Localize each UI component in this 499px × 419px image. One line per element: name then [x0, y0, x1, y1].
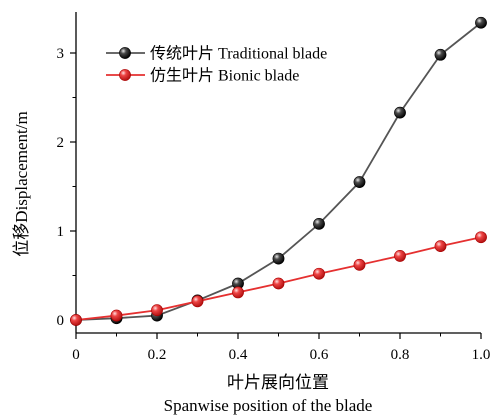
data-point [353, 258, 366, 271]
data-point [272, 252, 285, 265]
data-point [151, 304, 163, 317]
data-point [434, 48, 447, 61]
data-point [313, 267, 325, 280]
legend-marker [119, 69, 131, 81]
data-point [110, 309, 123, 322]
y-tick-label: 3 [57, 46, 65, 62]
legend-label: 传统叶片 Traditional blade [150, 45, 327, 63]
x-tick-label: 0 [72, 347, 80, 363]
x-tick-label: 0.4 [229, 347, 248, 363]
legend-label: 仿生叶片 Bionic blade [150, 67, 299, 85]
legend-item: 传统叶片 Traditional blade [106, 45, 327, 63]
legend: 传统叶片 Traditional blade 仿生叶片 Bionic blade [106, 45, 327, 85]
y-axis-label: 位移Displacement/m [12, 111, 31, 256]
x-tick-label: 0.8 [391, 347, 410, 363]
x-tick-label: 1.0 [472, 347, 491, 363]
x-axis-label-english: Spanwise position of the blade [164, 396, 373, 415]
y-tick-label: 1 [57, 224, 65, 240]
data-point [434, 240, 447, 253]
data-point [353, 176, 366, 188]
legend-item: 仿生叶片 Bionic blade [106, 67, 299, 85]
data-point [191, 295, 204, 308]
data-point [232, 286, 244, 299]
y-tick-label: 0 [57, 313, 65, 329]
x-tick-label: 0.2 [148, 347, 167, 363]
series-layer [70, 16, 487, 326]
axes: 0 0.2 0.4 0.6 0.8 1.0 0 1 2 3 [57, 12, 491, 363]
x-tick-label: 0.6 [310, 347, 329, 363]
data-point [313, 217, 325, 230]
legend-marker [119, 47, 131, 59]
series-bionic-blade [70, 231, 487, 326]
data-point [475, 16, 487, 29]
data-point [394, 250, 406, 262]
data-point [70, 314, 82, 326]
y-tick-label: 2 [57, 135, 65, 151]
data-point [394, 106, 406, 119]
x-axis-label: 叶片展向位置 [227, 373, 329, 392]
data-point [475, 231, 487, 244]
data-point [272, 277, 285, 290]
